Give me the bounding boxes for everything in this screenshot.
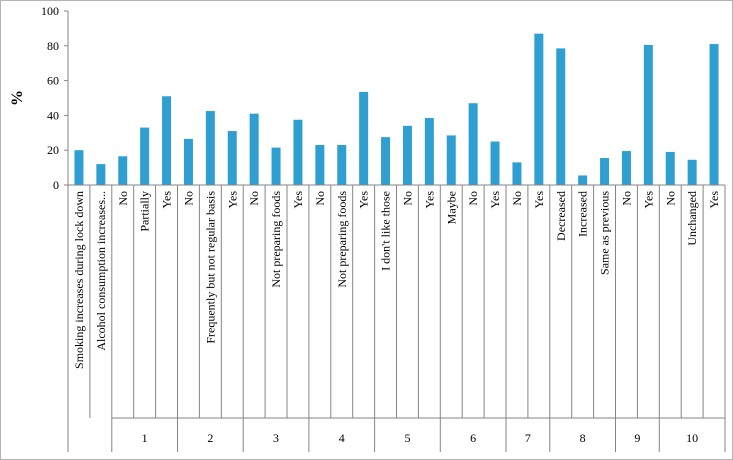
bar [643, 44, 653, 186]
bar [183, 138, 193, 185]
category-label: Yes [488, 191, 502, 209]
category-label: No [247, 191, 261, 206]
group-label: 3 [273, 431, 279, 445]
bar [315, 144, 325, 185]
category-label: Yes [160, 191, 174, 209]
bar [227, 131, 237, 185]
group-label: 4 [339, 431, 345, 445]
bar [74, 150, 84, 185]
category-label: Yes [291, 191, 305, 209]
category-label: Smoking increases during lock down [72, 191, 86, 369]
y-tick-label: 20 [47, 143, 59, 157]
y-axis-ticks: 0 20 40 60 80 100 [41, 4, 68, 192]
category-label: Unchanged [685, 191, 699, 246]
bar [446, 135, 456, 185]
bar [402, 125, 412, 185]
group-label: 7 [525, 431, 531, 445]
bar [600, 158, 610, 185]
category-label: Yes [357, 191, 371, 209]
bar [381, 137, 391, 185]
bar [709, 44, 719, 186]
category-label: No [116, 191, 130, 206]
bar [468, 103, 478, 185]
category-labels: Smoking increases during lock down Alcoho… [72, 191, 721, 369]
bar [337, 144, 347, 185]
category-label: Yes [641, 191, 655, 209]
bar [162, 96, 172, 185]
category-label: Decreased [554, 191, 568, 241]
bar [534, 33, 544, 186]
y-tick-label: 0 [53, 178, 59, 192]
group-label: 10 [686, 431, 698, 445]
bar [140, 127, 150, 185]
category-label: No [663, 191, 677, 206]
group-label: 1 [142, 431, 148, 445]
category-label: I don't like those [379, 191, 393, 271]
bar [490, 141, 500, 185]
bar [424, 118, 434, 185]
group-label: 9 [634, 431, 640, 445]
y-axis-label: % [9, 90, 26, 106]
bar [621, 151, 631, 185]
bar [249, 113, 259, 185]
category-label: Alcohol consumption increases... [94, 191, 108, 351]
bar [96, 164, 106, 185]
category-label: Not preparing foods [335, 191, 349, 288]
category-table-lines [67, 185, 726, 452]
category-label: Increased [576, 191, 590, 237]
category-label: Maybe [444, 191, 458, 224]
axes [67, 11, 725, 186]
bar [205, 111, 215, 185]
category-label: No [619, 191, 633, 206]
category-label: Yes [225, 191, 239, 209]
bar [293, 119, 303, 185]
category-label: Same as previous [598, 191, 612, 275]
group-labels: 1 2 3 4 5 6 7 8 9 10 [142, 431, 699, 445]
category-label: Yes [422, 191, 436, 209]
bar [665, 151, 675, 185]
category-label: Yes [707, 191, 721, 209]
category-label: Partially [138, 191, 152, 232]
category-label: No [400, 191, 414, 206]
bar [578, 175, 588, 185]
category-label: No [510, 191, 524, 206]
category-label: No [466, 191, 480, 206]
category-label: Not preparing foods [269, 191, 283, 288]
y-tick-label: 80 [47, 39, 59, 53]
bar [359, 91, 369, 185]
group-label: 5 [404, 431, 410, 445]
y-tick-label: 40 [47, 108, 59, 122]
category-label: No [313, 191, 327, 206]
bar [271, 147, 281, 185]
y-tick-label: 100 [41, 4, 59, 18]
y-tick-label: 60 [47, 74, 59, 88]
bar [687, 159, 697, 185]
category-label: Yes [532, 191, 546, 209]
bar [512, 162, 522, 185]
group-label: 8 [580, 431, 586, 445]
category-label: Frequently but not regular basis [203, 191, 217, 344]
bar [118, 156, 128, 185]
category-label: No [181, 191, 195, 206]
bar [556, 48, 566, 185]
bars [74, 33, 719, 186]
group-label: 6 [470, 431, 476, 445]
group-label: 2 [207, 431, 213, 445]
